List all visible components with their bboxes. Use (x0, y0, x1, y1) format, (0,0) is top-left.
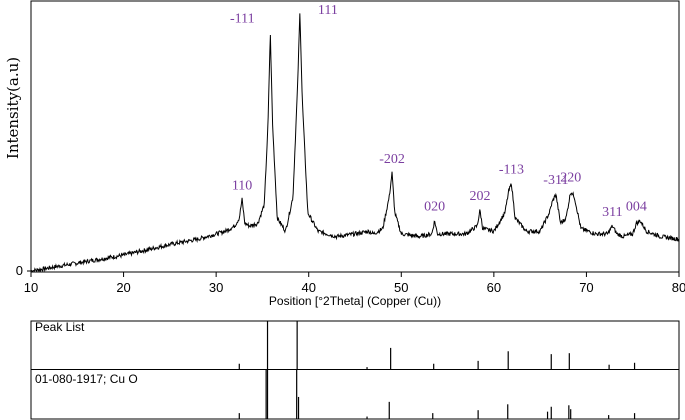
peak-label: 220 (560, 171, 581, 186)
peak-label: 020 (424, 200, 445, 215)
x-axis-ticks: 10 20 30 40 50 60 70 80 (24, 272, 685, 295)
peak-label: 004 (626, 200, 647, 215)
x-axis-title: Position [°2Theta] (Copper (Cu)) (269, 294, 441, 308)
y-tick-label: 0 (16, 263, 23, 278)
peak-label: -113 (499, 163, 524, 178)
x-tick-label: 40 (301, 280, 315, 295)
peak-label: 111 (318, 3, 338, 18)
x-tick-label: 60 (487, 280, 501, 295)
peak-label: 311 (602, 205, 622, 220)
x-tick-label: 50 (394, 280, 408, 295)
y-axis-ticks: 0 (16, 263, 31, 278)
peak-label: -311 (543, 173, 568, 188)
x-tick-label: 10 (24, 280, 38, 295)
main-plot-frame (30, 0, 680, 273)
peak-label: 110 (232, 178, 252, 193)
reference-bars (238, 370, 636, 419)
peak-list-label: Peak List (35, 320, 85, 334)
diffraction-pattern (30, 13, 680, 273)
x-tick-label: 30 (209, 280, 223, 295)
x-tick-label: 80 (672, 280, 685, 295)
peak-label: -111 (230, 12, 255, 27)
x-tick-label: 20 (116, 280, 130, 295)
y-axis-title: Intensity(a.u) (4, 57, 22, 159)
peak-list-bars (238, 321, 636, 370)
peak-label: 202 (469, 189, 490, 204)
x-tick-label: 70 (579, 280, 593, 295)
series-line (30, 13, 680, 273)
reference-card-label: 01-080-1917; Cu O (35, 372, 138, 386)
peak-label: -202 (379, 152, 405, 167)
